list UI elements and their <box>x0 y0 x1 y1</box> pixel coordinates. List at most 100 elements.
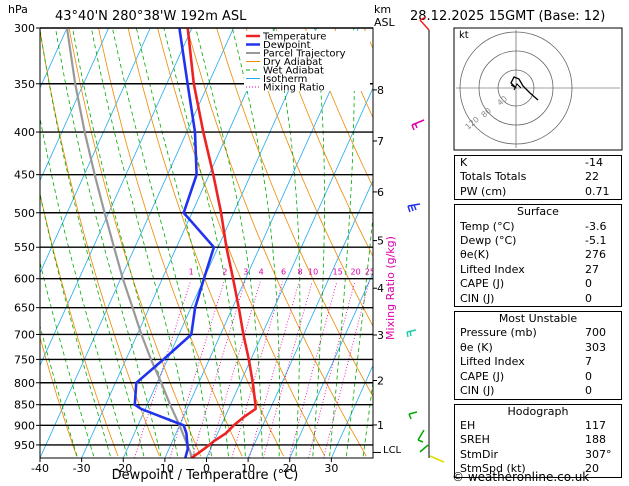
km-tick-label: 5 <box>377 235 384 248</box>
lcl-label: LCL <box>383 445 402 456</box>
most-unstable-label: CIN (J) <box>460 384 495 398</box>
pressure-tick-label: 800 <box>14 377 35 390</box>
index-value: -14 <box>585 156 603 169</box>
surface-value: 27 <box>585 262 599 276</box>
legend-label: Temperature <box>262 32 326 43</box>
copyright-footer[interactable]: © weatheronline.co.uk <box>452 470 590 484</box>
surface-value: -5.1 <box>585 234 607 248</box>
dry-adiabat <box>40 335 77 457</box>
pressure-tick-label: 500 <box>14 207 35 220</box>
x-tick-label: -30 <box>73 462 91 475</box>
mixing-ratio-label: 3 <box>243 268 248 277</box>
index-row: K -14 <box>455 156 621 170</box>
legend-label: Wet Adiabat <box>263 66 324 77</box>
km-tick-label: 3 <box>377 329 384 342</box>
index-row: PW (cm) 0.71 <box>455 185 621 199</box>
mixing-ratio-label: 1 <box>189 268 194 277</box>
index-value: 22 <box>585 170 599 184</box>
isotherm-line <box>289 272 373 458</box>
wet-adiabat <box>362 378 373 457</box>
km-tick-label: 4 <box>377 282 384 295</box>
dry-adiabat <box>186 28 367 457</box>
mixing-ratio-line <box>169 281 225 458</box>
mixing-ratio-line <box>323 281 370 458</box>
pressure-tick-label: 950 <box>14 439 35 452</box>
pressure-tick-label: 650 <box>14 302 35 315</box>
x-tick-label: -10 <box>156 462 174 475</box>
hodograph-row: SREH 188 <box>455 433 621 447</box>
pressure-tick-label: 300 <box>14 22 35 35</box>
hodograph-label: SREH <box>460 433 490 447</box>
x-tick-label: 30 <box>324 462 338 475</box>
mixing-ratio-line <box>134 281 191 458</box>
pressure-tick-label: 350 <box>14 78 35 91</box>
surface-label: Lifted Index <box>460 262 525 276</box>
hodograph-plot: kt 40 80 120 <box>453 27 623 151</box>
hodograph-label: StmSpd (kt) <box>460 462 526 476</box>
pressure-tick-label: 600 <box>14 273 35 286</box>
hodograph-row: StmDir 307° <box>455 448 621 462</box>
x-tick-label: 20 <box>283 462 297 475</box>
surface-row: CAPE (J) 0 <box>455 277 621 291</box>
most-unstable-value: 303 <box>585 340 606 354</box>
surface-value: 0 <box>585 277 592 291</box>
most-unstable-label: Pressure (mb) <box>460 326 537 340</box>
hodograph-value: 117 <box>585 418 606 432</box>
x-tick-label: 0 <box>203 462 210 475</box>
dry-adiabat <box>275 28 373 258</box>
surface-label: θe(K) <box>460 248 490 262</box>
surface-label: Dewp (°C) <box>460 234 517 248</box>
surface-section: Surface Temp (°C) -3.6 Dewp (°C) -5.1 θe(K) 2… <box>454 204 622 308</box>
most-unstable-value: 7 <box>585 355 592 369</box>
pressure-tick-label: 750 <box>14 353 35 366</box>
surface-label: CIN (J) <box>460 291 495 305</box>
mixing-ratio-line <box>231 281 283 458</box>
wet-adiabat <box>346 212 373 457</box>
surface-row: Temp (°C) -3.6 <box>455 220 621 234</box>
pressure-tick-label: 400 <box>14 126 35 139</box>
dewpoint-line <box>133 28 216 458</box>
surface-value: 276 <box>585 248 606 262</box>
most-unstable-section: Most Unstable Pressure (mb) 700 θe (K) 303 L… <box>454 311 622 400</box>
mixing-ratio-line <box>288 281 338 458</box>
wet-adiabat <box>91 28 195 457</box>
wet-adiabat <box>40 28 145 457</box>
surface-title: Surface <box>517 205 559 219</box>
x-tick-label: -40 <box>31 462 49 475</box>
parcel-trajectory-line <box>65 28 193 458</box>
hodograph-row: StmSpd (kt) 20 <box>455 462 621 476</box>
isotherm-line <box>40 28 109 182</box>
isotherm-line <box>331 364 373 458</box>
dry-adiabat <box>40 192 119 457</box>
legend-label: Dry Adiabat <box>263 57 322 68</box>
hodograph-row: EH 117 <box>455 419 621 433</box>
hodograph-value: 307° <box>585 447 612 461</box>
most-unstable-value: 700 <box>585 326 606 340</box>
wet-adiabat <box>112 28 212 457</box>
wet-adiabat <box>329 28 355 457</box>
surface-label: CAPE (J) <box>460 277 505 291</box>
skewt-grid: 1 2 3 4 6 8 10 15 20 25 <box>40 28 373 458</box>
most-unstable-label: Lifted Index <box>460 355 525 369</box>
x-tick-label: 10 <box>241 462 255 475</box>
hodograph-value: 20 <box>585 462 599 476</box>
pressure-tick-label: 850 <box>14 399 35 412</box>
indices-panel: K -14 Totals Totals 22 PW (cm) 0.71 Surface T… <box>454 155 622 482</box>
hodograph-title: Hodograph <box>507 404 569 418</box>
dry-adiabat <box>40 28 160 457</box>
hodograph-value: 188 <box>585 433 606 447</box>
most-unstable-row: CAPE (J) 0 <box>455 370 621 384</box>
dry-adiabat <box>304 28 373 188</box>
surface-label: Temp (°C) <box>460 219 515 233</box>
pressure-tick-label: 700 <box>14 328 35 341</box>
hodograph-section: Hodograph EH 117 SREH 188 StmDir 307° StmSpd (… <box>454 403 622 478</box>
km-tick-label: 8 <box>377 84 384 97</box>
isotherm-line <box>81 28 276 458</box>
legend-label: Dewpoint <box>263 40 311 51</box>
asl-label: ASL <box>374 16 396 29</box>
mixing-ratio-label: 2 <box>222 268 227 277</box>
temperature-line <box>186 28 257 458</box>
most-unstable-label: θe (K) <box>460 340 493 354</box>
